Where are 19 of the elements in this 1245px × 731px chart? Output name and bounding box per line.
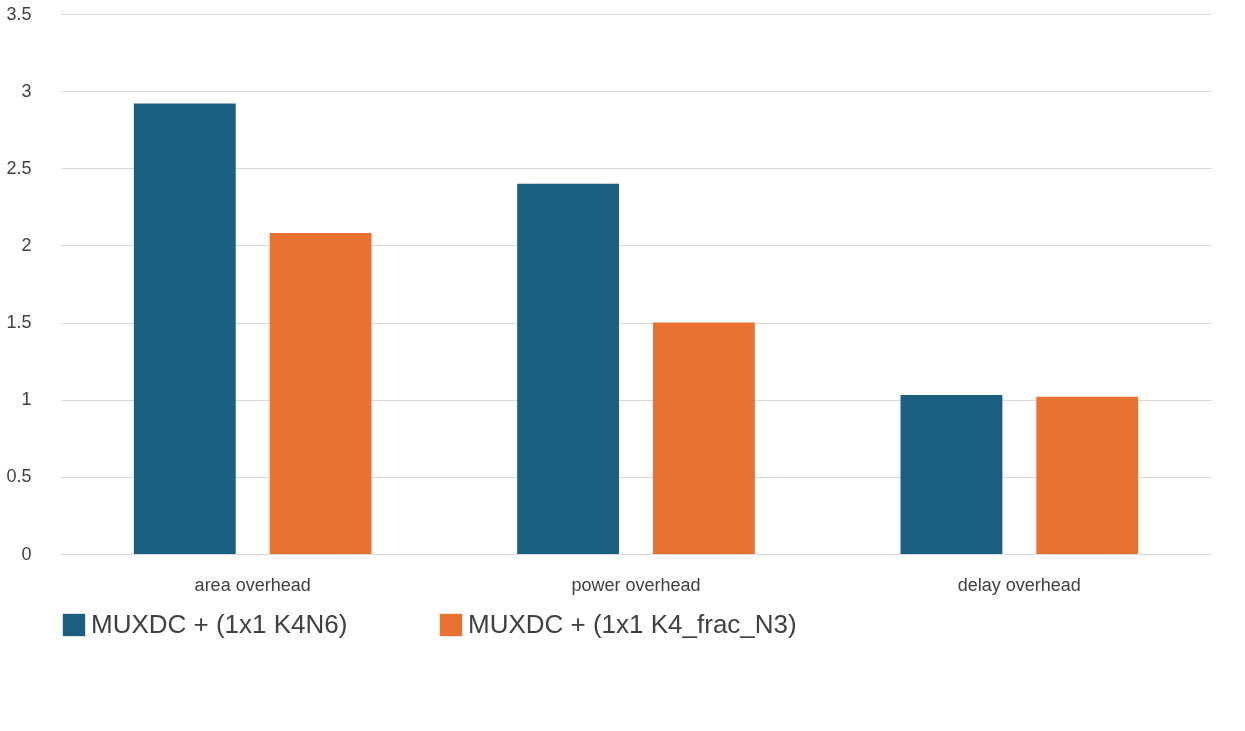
bar	[900, 395, 1003, 554]
bar	[1036, 396, 1139, 554]
x-tick-label: power overhead	[571, 574, 701, 595]
legend-label: MUXDC + (1x1 K4N6)	[91, 609, 348, 639]
legend-label: MUXDC + (1x1 K4_frac_N3)	[468, 609, 797, 639]
y-tick-label: 1.5	[6, 312, 32, 333]
bar	[652, 322, 755, 554]
y-tick-label: 3	[21, 80, 32, 101]
bar	[133, 103, 236, 554]
bar	[269, 233, 372, 554]
y-tick-label: 2.5	[6, 157, 32, 178]
x-tick-label: area overhead	[194, 574, 311, 595]
x-tick-label: delay overhead	[957, 574, 1081, 595]
y-tick-label: 3.5	[6, 3, 32, 24]
y-tick-label: 0	[21, 543, 32, 564]
y-tick-label: 2	[21, 234, 32, 255]
y-tick-label: 0.5	[6, 466, 32, 487]
bar	[517, 183, 620, 554]
y-tick-label: 1	[21, 389, 32, 410]
